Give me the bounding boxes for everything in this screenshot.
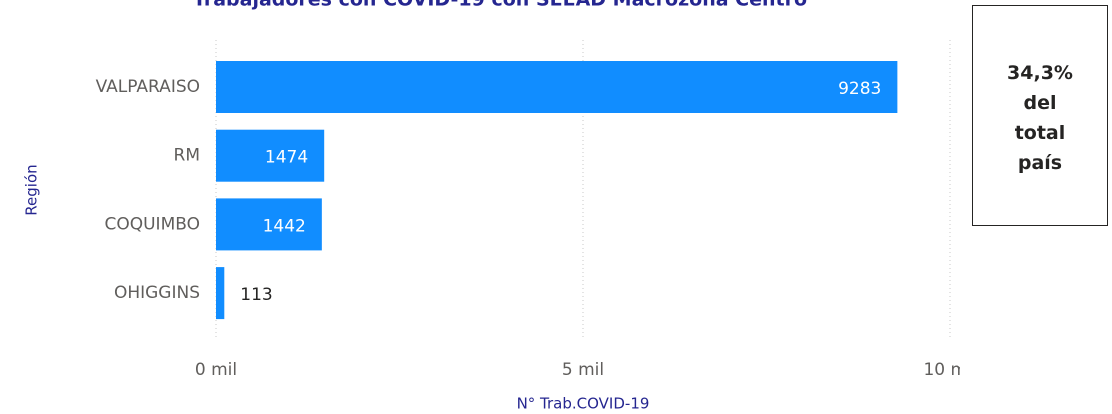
x-tick-label: 0 mil xyxy=(195,360,237,380)
bar xyxy=(216,198,322,251)
y-tick-label: OHIGGINS xyxy=(114,283,200,303)
x-tick-label: 10 mil xyxy=(923,360,960,380)
y-tick-label: COQUIMBO xyxy=(104,214,200,234)
chart-title: Trabajadores con COVID-19 con SEEAD Macr… xyxy=(193,0,807,11)
chart: Trabajadores con COVID-19 con SEEAD Macr… xyxy=(23,0,977,413)
kpi-card: 34,3% del total país xyxy=(972,5,1108,226)
data-label: 1474 xyxy=(265,148,308,168)
bar xyxy=(216,267,225,320)
x-tick-label: 5 mil xyxy=(562,360,604,380)
y-tick-label: RM xyxy=(174,146,200,166)
data-label: 9283 xyxy=(838,79,881,99)
bar xyxy=(216,61,898,113)
data-label: 113 xyxy=(240,285,272,305)
y-axis-title: Región xyxy=(23,164,41,215)
kpi-text: 34,3% del total país xyxy=(1007,62,1073,174)
data-label: 1442 xyxy=(263,216,306,236)
bar xyxy=(216,129,325,182)
y-tick-label: VALPARAISO xyxy=(96,77,200,97)
x-axis-title: N° Trab.COVID-19 xyxy=(517,395,650,413)
